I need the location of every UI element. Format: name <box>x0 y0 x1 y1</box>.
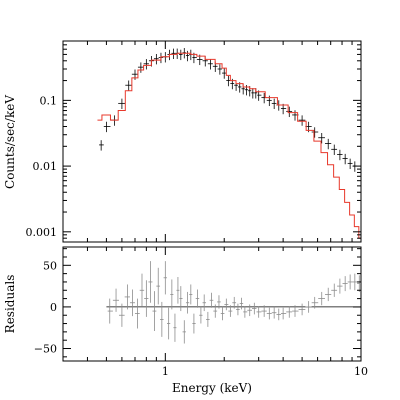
spectrum-data-point <box>226 75 231 87</box>
spectrum-data-point <box>153 53 159 65</box>
spectrum-data-point <box>342 153 348 165</box>
residuals-y-tick-label: −50 <box>34 343 57 356</box>
spectrum-data-point <box>311 127 319 138</box>
residuals-panel: 50 0 −50 1 10 Residuals Energy (keV) <box>3 246 368 395</box>
spectrum-data-point <box>318 133 325 144</box>
residuals-y-axis-label: Residuals <box>3 275 17 334</box>
spectrum-data-point <box>298 115 306 126</box>
spectrum-y-axis-label: Counts/sec/keV <box>3 95 17 189</box>
residuals-plot-area <box>106 261 361 344</box>
spectrum-data-point <box>347 158 353 170</box>
spectrum-data-point <box>217 64 223 75</box>
spectrum-data-point <box>251 88 255 99</box>
spectrum-panel: 0.1 0.01 0.001 Counts/sec/keV <box>3 40 362 243</box>
spectrum-data-point <box>207 59 213 70</box>
residuals-x-tick-label: 1 <box>162 365 169 378</box>
residuals-x-axis-label: Energy (keV) <box>172 381 252 395</box>
spectrum-plot-area <box>97 48 361 239</box>
spectrum-data-point <box>179 49 183 61</box>
spectrum-y-tick-label: 0.1 <box>40 94 58 107</box>
spectrum-data-point <box>125 80 132 91</box>
spectrum-data-point <box>324 138 332 150</box>
spectrum-data-point <box>103 121 111 133</box>
spectrum-y-tick-label: 0.001 <box>26 226 58 239</box>
spectrum-plot-frame <box>62 40 362 243</box>
spectrum-y-tick-label: 0.01 <box>33 160 58 173</box>
spectrum-data-point <box>118 98 126 110</box>
residuals-x-tick-label: 10 <box>354 365 368 378</box>
residuals-y-tick-label: 50 <box>43 259 57 272</box>
spectrum-data-point <box>271 98 277 110</box>
spectrum-data-point <box>331 144 338 155</box>
spectrum-data-point <box>280 103 287 115</box>
spectrum-data-point <box>286 106 293 118</box>
spectrum-model-line <box>97 52 361 239</box>
residuals-axes: 50 0 −50 1 10 <box>34 247 368 378</box>
spectrum-data-point <box>337 149 343 161</box>
spectrum-data-point <box>185 50 190 62</box>
spectrum-data-point <box>143 59 149 70</box>
spectrum-data-point <box>99 140 104 151</box>
spectrum-data-point <box>222 68 227 79</box>
residuals-plot-frame <box>62 246 362 362</box>
spectrum-data-point <box>171 48 176 59</box>
spectrum-data-point <box>137 62 144 73</box>
spectrum-axes: 0.1 0.01 0.001 <box>26 40 362 243</box>
residuals-y-tick-label: 0 <box>50 301 57 314</box>
